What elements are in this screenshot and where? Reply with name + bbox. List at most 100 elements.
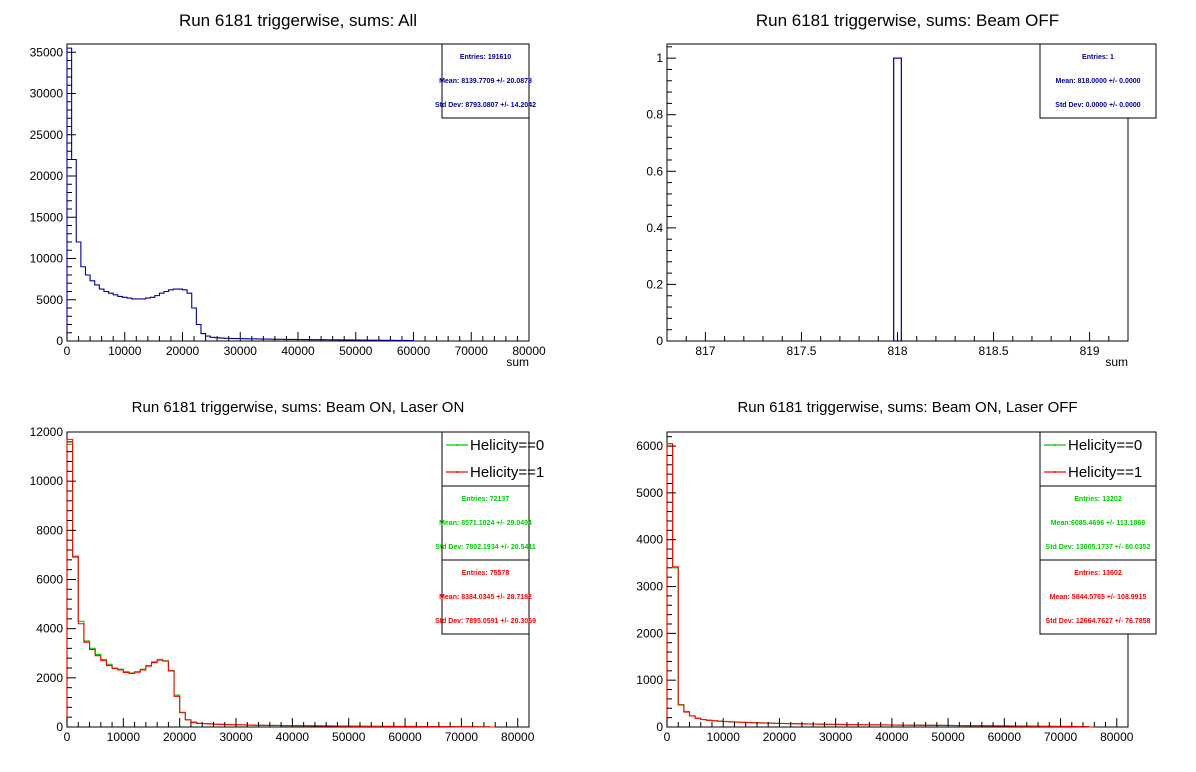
x-tick-label: 10000 xyxy=(108,344,142,358)
y-tick-label: 0 xyxy=(56,334,63,348)
y-tick-label: 0.2 xyxy=(646,277,663,291)
x-axis-label: sum xyxy=(1105,355,1128,369)
x-tick-label: 30000 xyxy=(219,730,253,744)
y-tick-label: 2000 xyxy=(636,626,663,640)
stats-line: Entries: 1 xyxy=(1082,54,1114,61)
x-tick-label: 0 xyxy=(64,730,71,744)
stats-line: Mean: 8384.0345 +/- 28.7182 xyxy=(439,594,532,601)
y-tick-label: 0 xyxy=(656,334,663,348)
y-tick-label: 25000 xyxy=(30,128,64,142)
stats-line: Mean: 8571.1024 +/- 29.0494 xyxy=(439,520,532,527)
x-tick-label: 80000 xyxy=(501,730,535,744)
x-axis-label: sum xyxy=(506,355,529,369)
stats-line: Mean: 818.0000 +/- 0.0000 xyxy=(1055,78,1140,85)
histogram-bar xyxy=(893,57,902,342)
x-tick-label: 30000 xyxy=(224,344,258,358)
x-tick-label: 20000 xyxy=(163,730,197,744)
y-tick-label: 2000 xyxy=(36,671,63,685)
y-tick-label: 15000 xyxy=(30,210,64,224)
x-tick-label: 50000 xyxy=(332,730,366,744)
y-tick-label: 0.4 xyxy=(646,221,663,235)
stats-box xyxy=(441,485,530,561)
stats-line: Std Dev: 12664.7627 +/- 76.7858 xyxy=(1046,618,1151,625)
stats-line: Std Dev: 13005.1737 +/- 80.0352 xyxy=(1046,544,1151,551)
y-tick-label: 10000 xyxy=(30,252,64,266)
y-tick-label: 3000 xyxy=(636,580,663,594)
x-tick-label: 818 xyxy=(887,344,907,358)
chart-panel-2: Run 6181 triggerwise, sums: Beam OFF 817 8… xyxy=(646,11,1157,369)
y-tick-label: 4000 xyxy=(36,622,63,636)
stats-box xyxy=(1039,43,1157,119)
y-tick-label: 6000 xyxy=(636,439,663,453)
x-tick-label: 0 xyxy=(64,344,71,358)
y-tick-label: 30000 xyxy=(30,87,64,101)
stats-line: Std Dev: 0.0000 +/- 0.0000 xyxy=(1055,102,1141,109)
stats-box xyxy=(1039,559,1157,635)
histogram-series-2 xyxy=(66,438,496,728)
x-tick-label: 80000 xyxy=(512,344,546,358)
stats-line: Std Dev: 7802.1934 +/- 20.5411 xyxy=(435,544,536,551)
x-tick-label: 70000 xyxy=(445,730,479,744)
legend-marker xyxy=(456,444,458,446)
stats-line: Std Dev: 7895.0591 +/- 20.3069 xyxy=(435,618,536,625)
stats-line: Mean: 8139.7709 +/- 20.0878 xyxy=(439,78,532,85)
chart-panel-4: Run 6181 triggerwise, sums: Beam ON, Las… xyxy=(636,399,1157,744)
y-tick-label: 0.8 xyxy=(646,108,663,122)
y-tick-label: 10000 xyxy=(30,474,64,488)
x-tick-label: 50000 xyxy=(931,730,965,744)
x-tick-label: 60000 xyxy=(388,730,422,744)
chart-title: Run 6181 triggerwise, sums: All xyxy=(179,11,417,30)
y-tick-label: 0 xyxy=(56,720,63,734)
x-tick-label: 20000 xyxy=(763,730,797,744)
y-tick-label: 35000 xyxy=(30,45,64,59)
legend-box xyxy=(1039,431,1157,487)
chart-panel-3: Run 6181 triggerwise, sums: Beam ON, Las… xyxy=(30,399,545,744)
legend-label: Helicity==1 xyxy=(470,464,544,481)
y-tick-label: 20000 xyxy=(30,169,64,183)
stats-line: Mean:6085.4696 +/- 113.1869 xyxy=(1051,520,1145,527)
x-tick-label: 0 xyxy=(664,730,671,744)
x-tick-label: 60000 xyxy=(397,344,431,358)
stats-box xyxy=(441,559,530,635)
stats-line: Mean: 5844.5765 +/- 108.9915 xyxy=(1050,594,1147,601)
chart-title: Run 6181 triggerwise, sums: Beam ON, Las… xyxy=(737,399,1077,416)
histogram-series-1 xyxy=(66,47,419,342)
y-tick-label: 0 xyxy=(656,720,663,734)
x-tick-label: 40000 xyxy=(875,730,909,744)
x-tick-label: 818.5 xyxy=(979,344,1009,358)
stats-line: Entries: 72137 xyxy=(462,496,510,503)
y-tick-label: 8000 xyxy=(36,523,63,537)
x-tick-label: 10000 xyxy=(707,730,741,744)
y-tick-label: 5000 xyxy=(636,486,663,500)
histogram-series-1 xyxy=(66,443,496,728)
x-tick-label: 30000 xyxy=(819,730,853,744)
stats-line: Std Dev: 8793.0807 +/- 14.2042 xyxy=(435,102,536,109)
y-tick-label: 5000 xyxy=(36,293,63,307)
chart-panel-1: Run 6181 triggerwise, sums: All 0 10000 200… xyxy=(30,11,546,369)
stats-line: Entries: 75578 xyxy=(462,570,510,577)
x-tick-label: 40000 xyxy=(276,730,310,744)
y-tick-label: 1000 xyxy=(636,673,663,687)
x-tick-label: 70000 xyxy=(1044,730,1078,744)
stats-line: Entries: 13602 xyxy=(1074,570,1122,577)
y-tick-label: 1 xyxy=(656,51,663,65)
y-tick-label: 4000 xyxy=(636,533,663,547)
y-tick-label: 12000 xyxy=(30,425,64,439)
legend-marker xyxy=(456,471,458,473)
x-tick-label: 60000 xyxy=(988,730,1022,744)
legend-box xyxy=(441,431,530,487)
legend-marker xyxy=(1054,471,1056,473)
legend-marker xyxy=(1054,444,1056,446)
x-tick-label: 50000 xyxy=(339,344,373,358)
y-tick-label: 0.6 xyxy=(646,164,663,178)
x-tick-label: 70000 xyxy=(455,344,489,358)
histogram-series-1 xyxy=(666,445,1095,728)
x-tick-label: 20000 xyxy=(166,344,200,358)
stats-line: Entries: 13202 xyxy=(1074,496,1122,503)
x-tick-label: 817 xyxy=(695,344,715,358)
legend-label: Helicity==0 xyxy=(470,437,544,454)
x-tick-label: 40000 xyxy=(281,344,315,358)
x-tick-label: 10000 xyxy=(107,730,141,744)
stats-line: Entries: 191610 xyxy=(460,54,511,61)
